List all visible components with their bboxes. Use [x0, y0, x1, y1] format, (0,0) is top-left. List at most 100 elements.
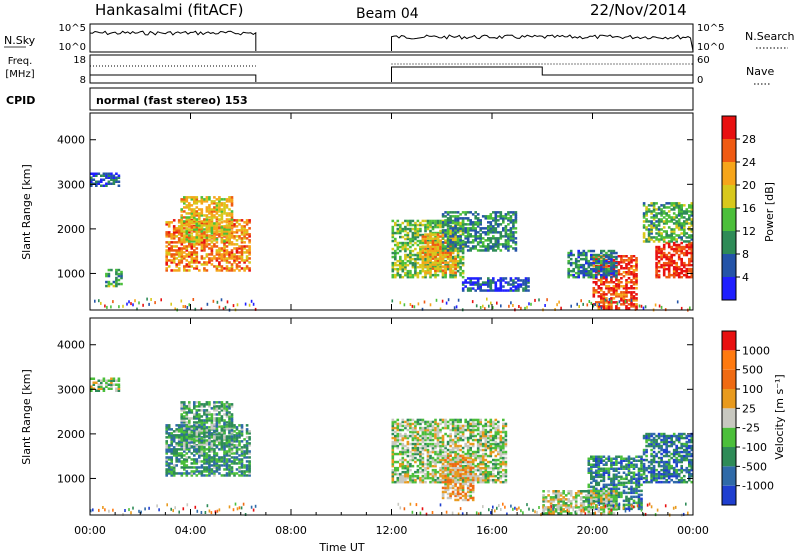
echo-cell	[466, 231, 470, 234]
echo-cell	[180, 417, 183, 420]
echo-cell	[177, 454, 181, 457]
echo-cell	[203, 247, 206, 250]
echo-cell	[185, 427, 189, 430]
echo-cell	[404, 247, 407, 251]
echo-cell	[524, 283, 528, 286]
echo-cell	[175, 430, 178, 433]
clutter-cell	[445, 301, 448, 305]
echo-cell	[195, 466, 199, 469]
echo-cell	[489, 287, 493, 290]
echo-cell	[672, 236, 676, 239]
echo-cell	[180, 251, 184, 254]
echo-cell	[582, 275, 586, 279]
echo-cell	[494, 223, 498, 226]
echo-cell	[223, 448, 226, 451]
echo-cell	[509, 245, 513, 248]
echo-cell	[625, 289, 628, 292]
echo-cell	[675, 206, 678, 209]
echo-cell	[198, 401, 201, 404]
echo-cell	[243, 261, 246, 264]
echo-cell	[451, 456, 455, 460]
echo-cell	[391, 255, 395, 259]
echo-cell	[424, 239, 427, 242]
echo-cell	[424, 255, 427, 258]
echo-cell	[225, 200, 229, 203]
echo-cell	[195, 411, 199, 414]
echo-cell	[627, 303, 631, 306]
echo-cell	[595, 289, 598, 292]
echo-cell	[167, 259, 171, 262]
echo-cell	[225, 224, 229, 227]
echo-cell	[193, 427, 196, 430]
echo-cell	[190, 240, 194, 243]
echo-cell	[190, 470, 194, 473]
echo-cell	[404, 470, 407, 474]
echo-cell	[675, 214, 678, 217]
echo-cell	[245, 245, 249, 248]
echo-cell	[205, 224, 209, 227]
echo-cell	[185, 429, 189, 432]
echo-cell	[220, 401, 224, 404]
echo-cell	[444, 478, 447, 482]
echo-cell	[655, 236, 658, 239]
echo-cell	[409, 275, 412, 279]
echo-region-3	[180, 196, 234, 243]
echo-cell	[421, 430, 425, 434]
echo-cell	[203, 425, 206, 428]
echo-cell	[215, 222, 219, 225]
echo-cell	[193, 435, 196, 438]
echo-cell	[421, 275, 425, 279]
echo-cell	[645, 214, 648, 217]
echo-cell	[193, 445, 196, 448]
echo-cell	[431, 237, 435, 240]
echo-cell	[177, 229, 181, 232]
echo-cell	[230, 435, 234, 438]
echo-cell	[451, 245, 455, 248]
echo-cell	[431, 263, 435, 266]
echo-cell	[195, 415, 199, 418]
echo-cell	[444, 241, 447, 244]
echo-cell	[451, 478, 455, 482]
echo-cell	[200, 464, 204, 467]
echo-cell	[391, 426, 395, 430]
echo-cell	[454, 217, 457, 220]
echo-cell	[685, 222, 689, 225]
echo-cell	[188, 472, 191, 475]
echo-cell	[180, 210, 183, 213]
echo-cell	[514, 215, 518, 218]
echo-cell	[685, 236, 689, 239]
echo-cell	[502, 217, 505, 220]
echo-cell	[208, 448, 211, 451]
echo-cell	[416, 271, 420, 275]
echo-cell	[476, 446, 480, 450]
echo-cell	[454, 247, 457, 251]
echo-cell	[235, 263, 239, 266]
echo-cell	[514, 277, 518, 280]
echo-cell	[183, 234, 186, 237]
echo-cell	[499, 235, 503, 238]
echo-cell	[223, 454, 226, 457]
echo-cell	[469, 283, 472, 286]
echo-cell	[680, 226, 683, 229]
echo-cell	[507, 281, 510, 284]
echo-cell	[459, 227, 462, 230]
echo-cell	[170, 440, 173, 443]
echo-cell	[97, 385, 101, 388]
echo-cell	[198, 222, 201, 225]
echo-cell	[210, 464, 214, 467]
echo-cell	[411, 223, 415, 227]
echo-cell	[469, 478, 472, 482]
echo-cell	[675, 216, 678, 219]
echo-cell	[476, 444, 480, 448]
echo-cell	[461, 241, 465, 244]
echo-cell	[210, 247, 214, 250]
echo-cell	[200, 238, 204, 241]
echo-cell	[635, 259, 638, 262]
echo-cell	[474, 245, 477, 248]
echo-cell	[172, 448, 176, 451]
echo-cell	[512, 241, 515, 244]
echo-cell	[439, 436, 442, 440]
clutter-cell	[134, 299, 136, 303]
echo-cell	[688, 241, 691, 245]
echo-cell	[416, 422, 420, 426]
